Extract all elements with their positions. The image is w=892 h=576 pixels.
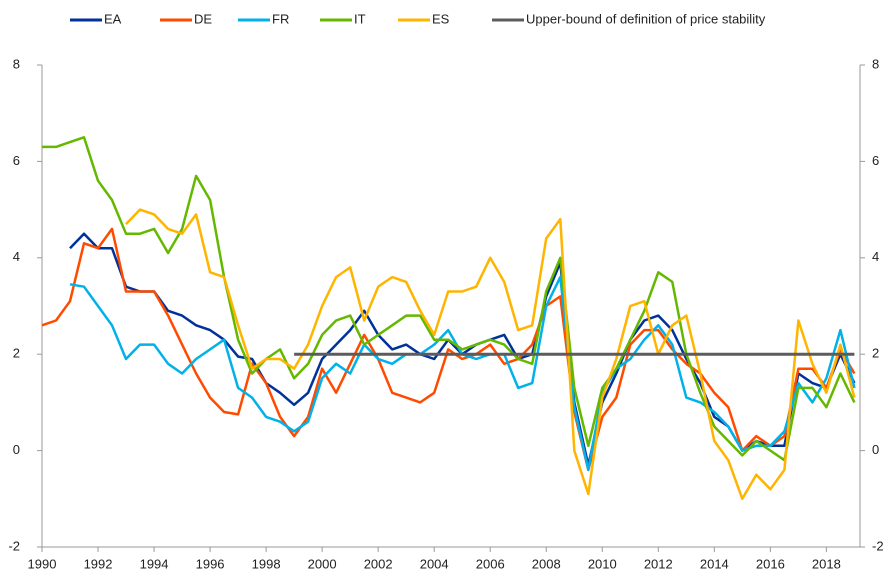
y2-tick-label: 0	[872, 442, 879, 457]
series-line	[125, 208, 856, 501]
legend-label: ES	[432, 11, 450, 26]
x-tick-label: 1996	[196, 556, 225, 571]
legend-label: Upper-bound of definition of price stabi…	[526, 11, 766, 26]
x-tick-label: 1992	[84, 556, 113, 571]
x-tick-label: 1994	[140, 556, 169, 571]
x-tick-label: 2014	[700, 556, 729, 571]
x-tick-label: 2012	[644, 556, 673, 571]
y-tick-label: 6	[13, 153, 20, 168]
y2-tick-label: 8	[872, 56, 879, 71]
x-tick-label: 2000	[308, 556, 337, 571]
y2-tick-label: 6	[872, 153, 879, 168]
x-tick-label: 2002	[364, 556, 393, 571]
x-tick-label: 2016	[756, 556, 785, 571]
x-tick-label: 2008	[532, 556, 561, 571]
x-tick-label: 2018	[812, 556, 841, 571]
series-line	[41, 227, 856, 472]
y-tick-label: 2	[13, 346, 20, 361]
x-tick-label: 2006	[476, 556, 505, 571]
y2-tick-label: 4	[872, 249, 879, 264]
legend-label: EA	[104, 11, 122, 26]
series-line	[69, 275, 856, 472]
series-line	[42, 136, 856, 462]
x-tick-label: 1990	[28, 556, 57, 571]
x-tick-label: 2004	[420, 556, 449, 571]
y-tick-label: 0	[13, 442, 20, 457]
legend-label: DE	[194, 11, 212, 26]
legend-label: FR	[272, 11, 289, 26]
y2-tick-label: 2	[872, 346, 879, 361]
x-tick-label: 2010	[588, 556, 617, 571]
legend: EA DE FR IT ES Upper-bound of definition of p…	[70, 11, 766, 26]
legend-label: IT	[354, 11, 366, 26]
y-tick-label: 4	[13, 249, 20, 264]
y-tick-label: 8	[13, 56, 20, 71]
x-tick-label: 1998	[252, 556, 281, 571]
y2-tick-label: -2	[872, 538, 884, 553]
y-tick-label: -2	[8, 538, 20, 553]
